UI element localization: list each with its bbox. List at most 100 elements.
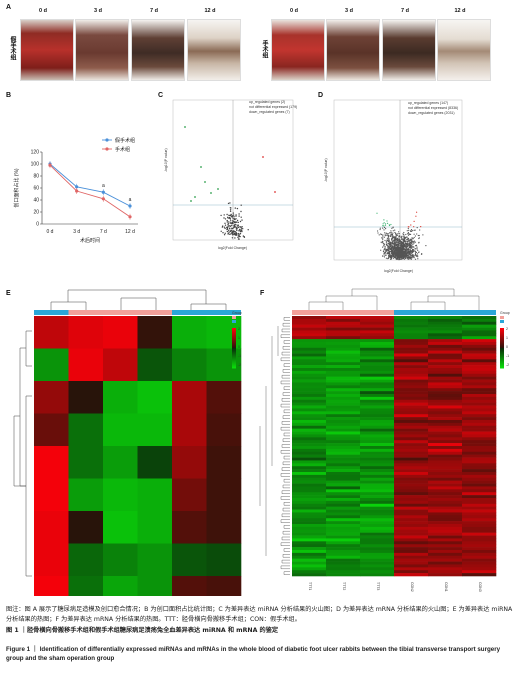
heatmap-cell <box>462 388 497 392</box>
volcano-point <box>396 239 398 241</box>
volcano-point <box>391 227 393 229</box>
volcano-point <box>227 224 229 226</box>
heatmap-cell <box>292 535 327 539</box>
series-line <box>49 164 131 218</box>
heatmap-cell <box>103 543 138 577</box>
volcano-point <box>393 242 395 244</box>
y-axis-label: -log10(P value) <box>324 158 328 182</box>
color-scale-segment <box>500 340 504 342</box>
heatmap-cell <box>394 524 429 528</box>
heatmap-cell <box>462 316 497 320</box>
wound-photo <box>75 19 129 81</box>
heatmap-cell <box>394 385 429 389</box>
heatmap-cell <box>326 529 361 533</box>
heatmap-cell <box>462 394 497 398</box>
volcano-point <box>404 251 406 253</box>
heatmap-cell <box>462 446 497 450</box>
heatmap-cell <box>428 524 463 528</box>
volcano-point <box>396 234 398 236</box>
heatmap-cell <box>326 370 361 375</box>
heatmap-cell <box>326 454 361 458</box>
volcano-point <box>388 224 390 226</box>
heatmap-cell <box>103 348 138 382</box>
color-scale-segment <box>232 334 236 336</box>
data-point <box>75 185 79 189</box>
heatmap-cell <box>462 518 497 522</box>
volcano-point <box>404 245 406 247</box>
volcano-point <box>392 230 394 232</box>
heatmap-cell <box>462 573 497 577</box>
heatmap-cell <box>206 381 242 414</box>
heatmap-cell <box>360 350 395 354</box>
volcano-point <box>401 242 403 244</box>
heatmap-cell <box>462 541 497 545</box>
color-scale-segment <box>500 343 504 345</box>
heatmap-cell <box>326 437 361 441</box>
heatmap-cell <box>462 330 497 334</box>
color-scale-segment <box>232 350 236 352</box>
heatmap-cell <box>428 532 463 536</box>
heatmap-cell <box>292 437 327 441</box>
volcano-point <box>386 233 388 235</box>
color-scale-segment <box>232 346 236 348</box>
heatmap-cell <box>172 576 207 596</box>
heatmap-cell <box>428 396 463 401</box>
volcano-point <box>399 235 401 237</box>
volcano-point <box>400 255 402 257</box>
heatmap-cell <box>360 570 395 574</box>
row-dendrogram <box>282 369 290 373</box>
heatmap-cell <box>394 324 429 328</box>
heatmap-cell <box>360 321 395 325</box>
volcano-point <box>232 227 235 229</box>
volcano-point <box>399 250 401 252</box>
volcano-point <box>239 232 242 235</box>
heatmap-cell <box>428 573 463 577</box>
heatmap-cell <box>428 339 463 343</box>
heatmap-cell <box>292 368 327 372</box>
legend-not-diff: not differential expressed (179) <box>249 105 297 109</box>
volcano-point <box>390 234 392 236</box>
heatmap-cell <box>292 318 327 323</box>
volcano-point <box>406 230 408 232</box>
volcano-point <box>224 227 226 230</box>
volcano-point <box>384 226 386 228</box>
volcano-point <box>234 207 236 209</box>
volcano-point <box>382 237 384 239</box>
volcano-point <box>412 249 415 251</box>
heatmap-cell <box>394 356 429 360</box>
heatmap-cell <box>394 388 429 392</box>
volcano-point <box>417 256 419 258</box>
column-label: CON2 <box>410 582 414 592</box>
heatmap-cell <box>172 381 207 414</box>
volcano-point <box>397 255 399 257</box>
row-dendrogram <box>280 427 290 431</box>
heatmap-cell <box>428 370 463 375</box>
heatmap-cell <box>428 422 463 427</box>
heatmap-cell <box>394 316 429 320</box>
volcano-point <box>403 235 405 237</box>
panel-d-label: D <box>318 92 324 99</box>
heatmap-cell <box>462 318 497 323</box>
heatmap-cell <box>394 477 429 481</box>
row-dendrogram <box>282 346 290 350</box>
heatmap-cell <box>360 463 395 467</box>
volcano-point <box>392 235 394 237</box>
heatmap-cell <box>360 405 395 409</box>
heatmap-cell <box>326 431 361 435</box>
heatmap-cell <box>394 480 429 484</box>
heatmap-cell <box>172 543 207 577</box>
heatmap-cell <box>360 498 395 502</box>
legend-title: Group <box>500 311 510 315</box>
heatmap-cell <box>292 460 327 464</box>
heatmap-cell <box>137 511 173 544</box>
heatmap-cell <box>292 529 327 533</box>
heatmap-cell <box>326 552 361 557</box>
heatmap-cell <box>206 478 242 512</box>
heatmap-cell <box>462 391 497 395</box>
volcano-point <box>243 236 246 238</box>
color-scale-segment <box>500 361 504 363</box>
color-scale-segment <box>500 333 504 335</box>
heatmap-cell <box>292 474 327 479</box>
heatmap-cell <box>462 347 497 351</box>
heatmap-cell <box>360 440 395 444</box>
